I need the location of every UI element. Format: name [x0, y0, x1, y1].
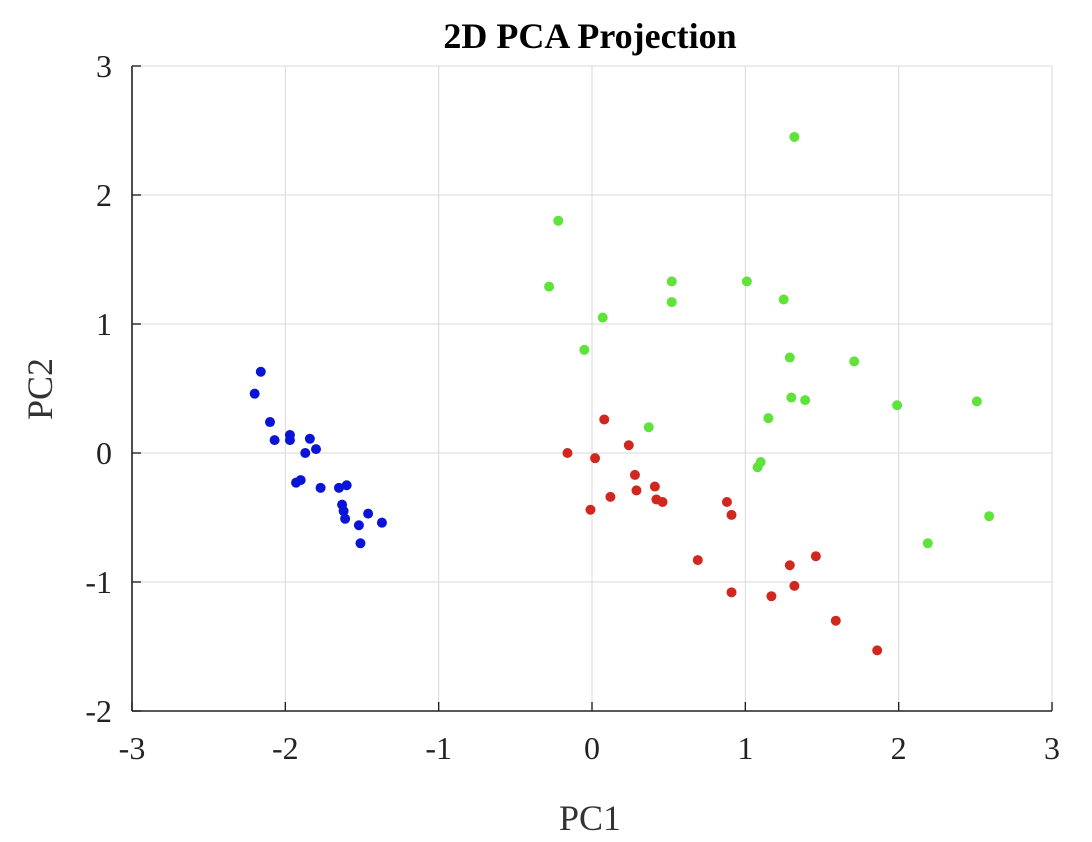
scatter-series — [544, 131, 995, 549]
y-tick-label: -2 — [85, 693, 112, 729]
scatter-point — [971, 396, 982, 407]
scatter-point — [643, 422, 654, 433]
scatter-point — [599, 414, 610, 425]
y-axis-label: PC2 — [20, 358, 60, 420]
scatter-point — [300, 448, 311, 458]
x-tick-label: 0 — [584, 730, 600, 766]
scatter-point — [585, 504, 596, 515]
x-tick-label: -3 — [119, 730, 146, 766]
scatter-point — [269, 435, 280, 446]
scatter-point — [657, 497, 668, 508]
scatter-point — [789, 131, 800, 142]
scatter-series — [249, 366, 387, 549]
scatter-point — [849, 356, 860, 367]
scatter-point — [830, 615, 841, 626]
scatter-series — [562, 414, 883, 656]
scatter-point — [363, 508, 374, 519]
scatter-point — [295, 475, 306, 486]
scatter-point — [786, 392, 797, 403]
scatter-point — [265, 417, 275, 428]
scatter-point — [605, 491, 616, 502]
chart-title: 2D PCA Projection — [443, 16, 736, 56]
scatter-point — [341, 480, 352, 491]
scatter-point — [784, 560, 795, 571]
x-tick-label: 1 — [737, 730, 753, 766]
scatter-point — [872, 645, 883, 656]
scatter-point — [666, 297, 677, 308]
scatter-point — [810, 551, 821, 562]
scatter-point — [755, 457, 766, 468]
scatter-point — [922, 538, 933, 549]
scatter-point — [376, 517, 387, 528]
scatter-point — [666, 276, 677, 287]
y-tick-label: 1 — [96, 306, 112, 342]
x-axis-label: PC1 — [559, 798, 621, 838]
scatter-point — [741, 276, 752, 287]
scatter-point — [726, 587, 737, 598]
scatter-point — [544, 281, 555, 292]
scatter-point — [338, 506, 349, 517]
scatter-point — [721, 497, 732, 508]
scatter-point — [255, 366, 266, 377]
scatter-point — [649, 481, 660, 492]
y-tick-label: -1 — [85, 564, 112, 600]
x-tick-label: -2 — [272, 730, 299, 766]
scatter-point — [726, 509, 737, 520]
scatter-point — [763, 413, 774, 424]
scatter-point — [334, 482, 344, 493]
scatter-point — [892, 400, 903, 411]
scatter-point — [766, 591, 777, 602]
scatter-point — [623, 440, 634, 451]
scatter-points — [249, 131, 995, 656]
scatter-point — [284, 435, 295, 446]
scatter-point — [629, 469, 640, 480]
scatter-point — [355, 538, 366, 549]
scatter-point — [315, 482, 326, 493]
scatter-point — [597, 312, 608, 323]
x-tick-label: 3 — [1044, 730, 1060, 766]
scatter-point — [800, 395, 811, 406]
scatter-point — [784, 352, 795, 363]
scatter-point — [590, 453, 601, 464]
scatter-point — [304, 433, 315, 444]
scatter-point — [778, 294, 789, 305]
x-tick-label: 2 — [891, 730, 907, 766]
y-tick-label: 3 — [96, 48, 112, 84]
y-tick-label: 0 — [96, 435, 112, 471]
scatter-point — [340, 513, 351, 524]
scatter-point — [553, 215, 564, 226]
scatter-point — [353, 520, 364, 531]
scatter-point — [984, 511, 995, 522]
scatter-point — [579, 344, 590, 355]
scatter-point — [562, 448, 573, 458]
x-tick-label: -1 — [425, 730, 452, 766]
scatter-point — [789, 580, 800, 591]
scatter-point — [249, 388, 260, 399]
y-tick-label: 2 — [96, 177, 112, 213]
scatter-point — [311, 444, 321, 455]
scatter-point — [631, 485, 642, 496]
scatter-point — [692, 555, 703, 566]
grid — [131, 65, 1053, 712]
